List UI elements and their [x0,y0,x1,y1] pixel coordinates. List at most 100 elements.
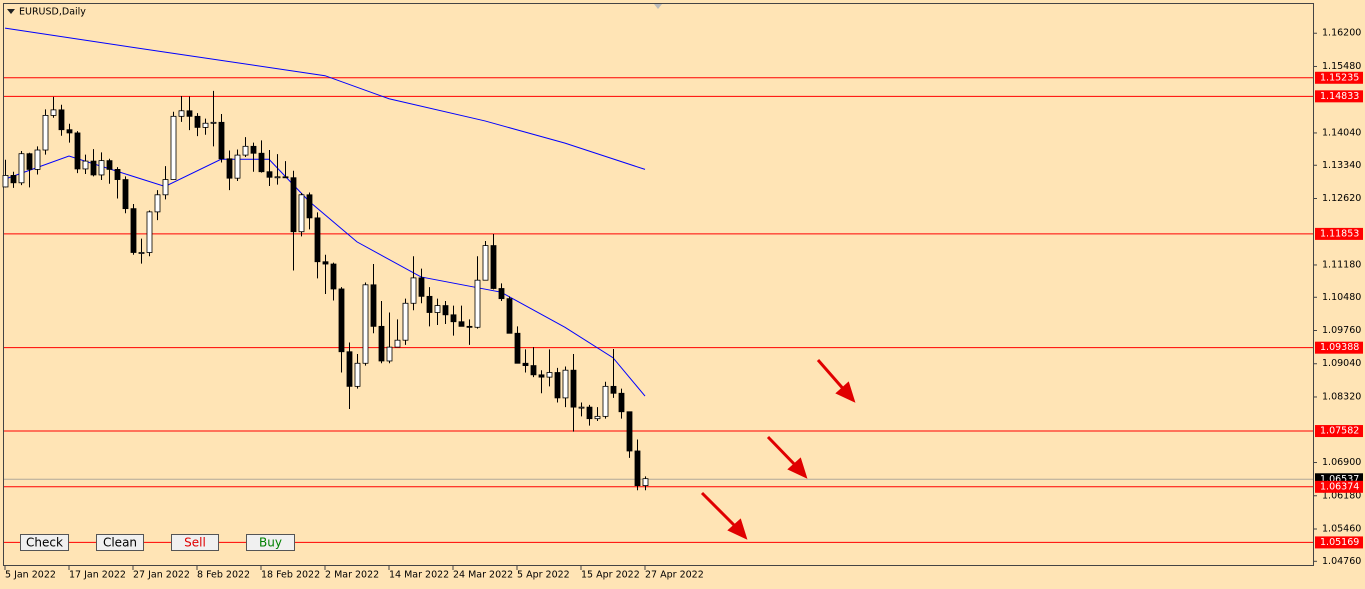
candle-body [514,332,521,364]
candle-body [34,149,41,170]
candle-body [170,115,177,180]
x-tick-label: 8 Feb 2022 [197,570,250,581]
level-tag [1315,90,1363,103]
x-tick-label: 17 Jan 2022 [69,570,126,581]
level-label: 1.11853 [1320,228,1359,239]
candle-body [234,154,241,179]
candle-body [442,305,449,316]
button-buy[interactable]: Buy [246,534,295,551]
button-label[interactable]: Clean [103,536,137,550]
candle-body [138,252,145,254]
candle-body [210,121,217,124]
candle-body [154,194,161,213]
arrows [700,359,856,540]
candle-body [218,121,225,160]
candle-body [578,406,585,409]
candle-body [570,369,577,408]
candle-body [538,374,545,378]
candle-body [42,115,49,151]
candle-body [482,245,489,281]
candle-body [306,194,313,219]
candle-body [338,288,345,353]
candle-body [82,160,89,170]
candle-body [402,302,409,341]
candle-body [122,179,129,210]
candle-body [522,362,529,366]
arrow [816,359,848,393]
candle-body [450,314,457,323]
candle-body [202,122,209,128]
plot-border [3,3,1314,566]
candle-body [554,372,561,399]
candle-body [490,245,497,289]
candle-body [266,171,273,178]
arrow-head [835,381,856,403]
candle-body [458,321,465,327]
candle-body [618,392,625,413]
button-label[interactable]: Check [26,536,63,550]
level-label: 1.07582 [1320,426,1359,437]
candle-body [58,109,65,131]
candle-body [90,160,97,176]
candle-body [474,279,481,328]
candle-body [290,177,297,233]
level-label: 1.14833 [1320,91,1359,102]
candle-body [258,152,265,173]
level-tag [1315,536,1363,549]
button-label[interactable]: Sell [184,536,206,550]
level-tag [1315,71,1363,84]
y-tick-label: 1.08320 [1322,391,1361,402]
button-label[interactable]: Buy [259,536,282,550]
symbol-title: EURUSD,Daily [19,7,86,18]
x-tick-label: 2 Mar 2022 [325,570,379,581]
candle-body [562,369,569,399]
candle-body [314,217,321,263]
menu-triangle[interactable] [7,9,15,14]
candle-body [50,109,57,116]
candle-body [250,145,257,154]
candle-body [130,208,137,253]
x-tick-label: 15 Apr 2022 [581,570,640,581]
candle-body [10,175,17,184]
candle-body [634,450,641,487]
moving-average [4,27,646,170]
level-label: 1.06374 [1320,481,1359,492]
y-tick-label: 1.13340 [1322,160,1361,171]
x-tick-label: 14 Mar 2022 [389,570,449,581]
button-sell[interactable]: Sell [171,534,219,551]
y-tick-label: 1.06900 [1322,457,1361,468]
button-clean[interactable]: Clean [96,534,144,551]
candle-body [106,160,113,170]
y-tick-label: 1.14040 [1322,127,1361,138]
candle-body [66,129,73,134]
candle-body [466,325,473,328]
x-tick-label: 27 Jan 2022 [133,570,190,581]
y-tick-label: 1.05460 [1322,523,1361,534]
candle-body [626,411,633,452]
candle-body [530,365,537,376]
candle-body [178,110,185,117]
level-label: 1.09388 [1320,342,1359,353]
button-check[interactable]: Check [20,534,69,551]
candle-body [98,160,105,176]
y-tick-label: 1.04760 [1322,556,1361,567]
arrow [766,435,800,470]
candle-body [194,115,201,128]
plot-area [2,27,1313,543]
candle-body [242,145,249,156]
candle-body [26,153,33,170]
scroll-marker [654,4,662,9]
candle-body [602,385,609,417]
y-tick-label: 1.11180 [1322,259,1361,270]
candle-body [386,346,393,362]
candle-body [74,132,81,170]
x-tick-label: 27 Apr 2022 [645,570,704,581]
x-tick-label: 24 Mar 2022 [453,570,513,581]
arrow [700,491,740,531]
y-tick-label: 1.06180 [1322,490,1361,501]
candle-body [394,339,401,348]
candle-body [410,277,417,304]
x-tick-label: 18 Feb 2022 [261,570,320,581]
level-tag [1315,341,1363,354]
